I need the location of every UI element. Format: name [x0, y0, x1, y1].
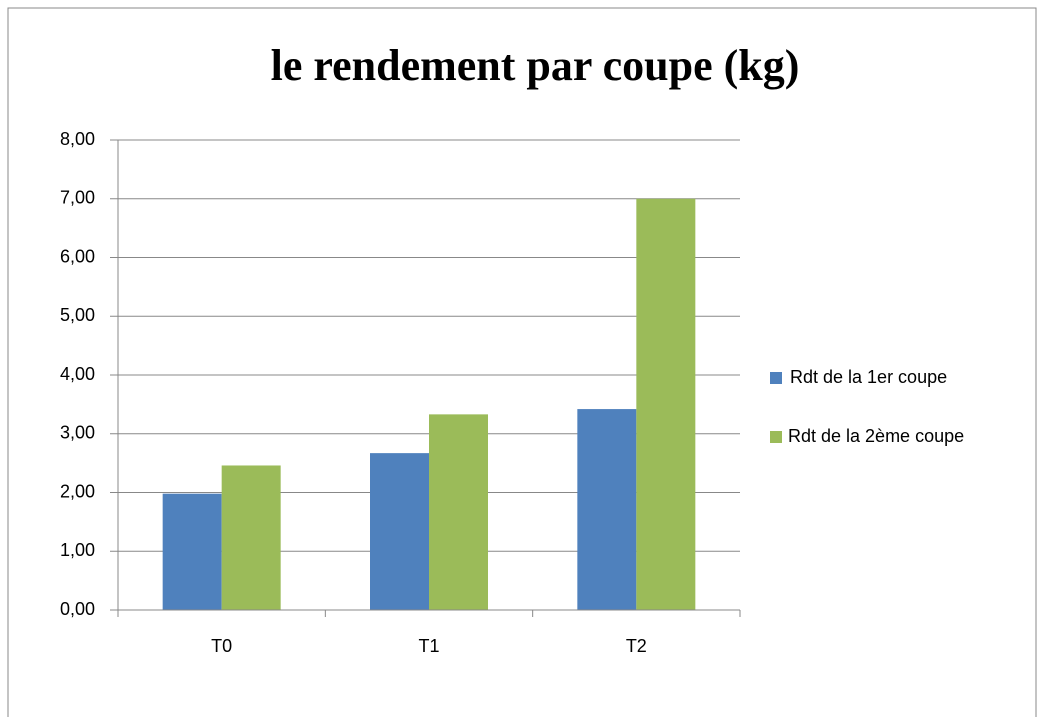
y-tick-label: 2,00 — [60, 481, 95, 501]
bar — [429, 414, 488, 610]
bar — [577, 409, 637, 610]
chart-frame — [7, 7, 1037, 717]
y-tick-label: 5,00 — [60, 305, 95, 325]
x-tick-label: T2 — [626, 636, 647, 656]
x-tick-label: T0 — [211, 636, 232, 656]
y-tick-label: 6,00 — [60, 246, 95, 266]
bar — [370, 453, 429, 610]
y-tick-label: 8,00 — [60, 129, 95, 149]
y-tick-label: 7,00 — [60, 188, 95, 208]
y-tick-label: 0,00 — [60, 599, 95, 619]
legend-swatch — [770, 372, 782, 384]
bar — [162, 493, 222, 610]
legend-label: Rdt de la 1er coupe — [790, 367, 947, 387]
bar — [221, 465, 281, 610]
y-tick-label: 3,00 — [60, 423, 95, 443]
legend-swatch — [770, 431, 782, 443]
y-tick-label: 1,00 — [60, 540, 95, 560]
y-tick-label: 4,00 — [60, 364, 95, 384]
chart-title: le rendement par coupe (kg) — [271, 41, 800, 90]
bar — [636, 198, 696, 610]
legend-label: Rdt de la 2ème coupe — [788, 426, 964, 446]
x-tick-label: T1 — [418, 636, 439, 656]
